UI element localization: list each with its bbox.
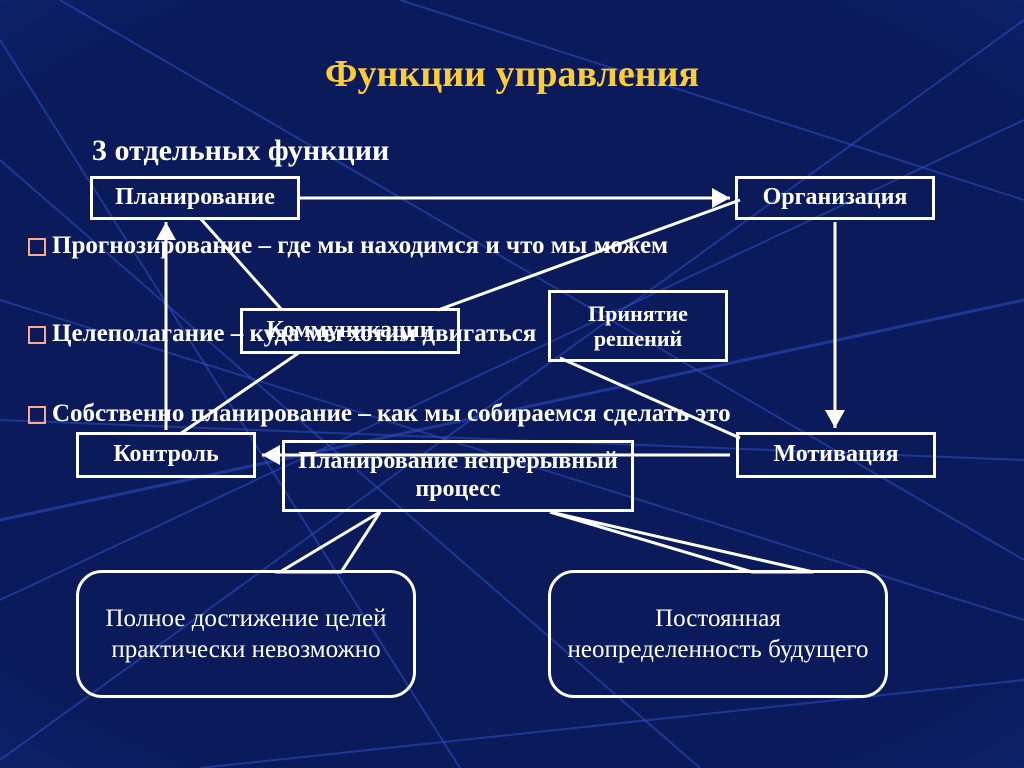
- bullet-icon: [28, 326, 46, 344]
- box-control: Контроль: [76, 432, 256, 478]
- callout-goals: Полное достижение целей практически нево…: [76, 570, 416, 698]
- box-continuous: Планирование непрерывный процесс: [282, 440, 634, 512]
- box-motivation: Мотивация: [736, 432, 936, 478]
- box-label: Мотивация: [773, 441, 898, 469]
- box-organization: Организация: [735, 176, 935, 220]
- bullet-icon: [28, 238, 46, 256]
- callout-text: Полное достижение целей практически нево…: [93, 603, 399, 666]
- bullet-icon: [28, 406, 46, 424]
- callout-uncert: Постоянная неопределенность будущего: [548, 570, 888, 698]
- box-label: Принятие решений: [557, 301, 719, 352]
- bullet-item: Прогнозирование – где мы находимся и что…: [28, 232, 668, 260]
- callout-text: Постоянная неопределенность будущего: [565, 603, 871, 666]
- bullet-text: Прогнозирование – где мы находимся и что…: [52, 232, 668, 260]
- bullet-text: Собственно планирование – как мы собирае…: [52, 400, 731, 428]
- box-label: Коммуникации: [266, 317, 433, 345]
- slide-title: Функции управления: [0, 52, 1024, 96]
- box-decisions: Принятие решений: [548, 290, 728, 362]
- slide-subtitle: 3 отдельных функции: [92, 134, 389, 168]
- box-label: Организация: [763, 184, 908, 212]
- box-communications: Коммуникации: [240, 308, 460, 354]
- box-planning: Планирование: [90, 176, 300, 220]
- bullet-item: Собственно планирование – как мы собирае…: [28, 400, 731, 428]
- box-label: Планирование: [115, 184, 275, 212]
- box-label: Контроль: [113, 441, 218, 469]
- slide-stage: Функции управления 3 отдельных функции П…: [0, 0, 1024, 768]
- box-label: Планирование непрерывный процесс: [291, 448, 625, 503]
